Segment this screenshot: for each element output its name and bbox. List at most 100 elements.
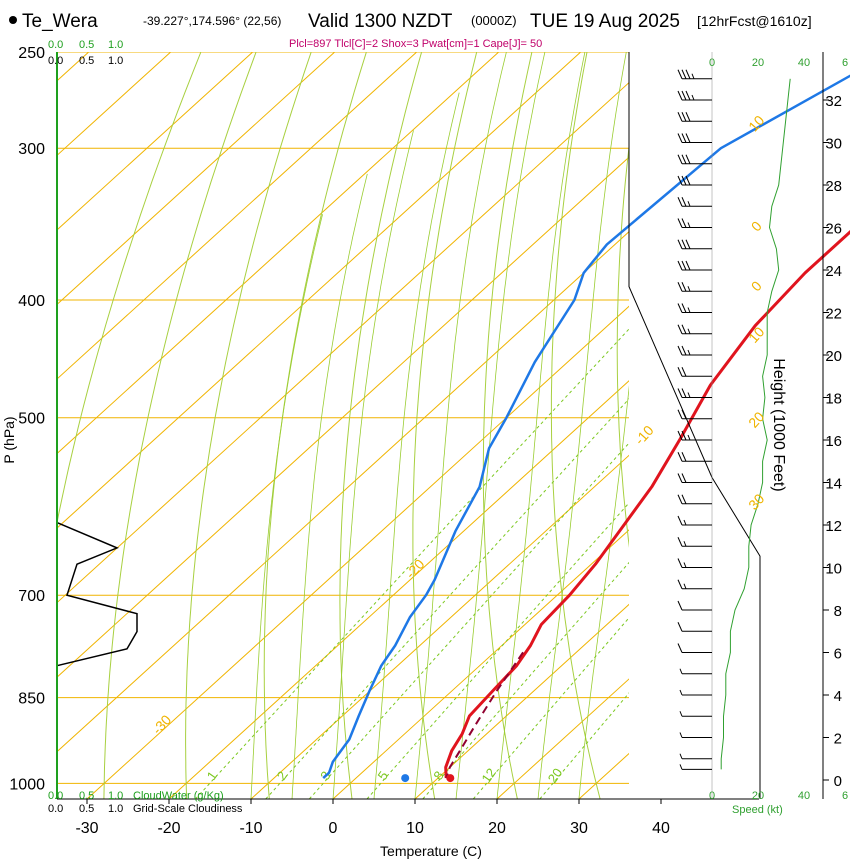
mixing-ratio-label: 20 <box>545 765 566 785</box>
pressure-tick-label: 250 <box>18 45 45 62</box>
wind-barb-flag <box>681 409 687 419</box>
wind-barb-flag <box>681 154 687 164</box>
isotherm-label: -20 <box>402 556 428 582</box>
height-tick-label: 30 <box>825 136 842 153</box>
dry-adiabat <box>550 52 601 799</box>
dry-adiabat <box>803 52 850 799</box>
wind-barb-flag <box>677 473 683 483</box>
wind-barb-half <box>679 764 683 770</box>
wind-barb <box>677 90 712 101</box>
wind-barb-flag <box>681 303 687 313</box>
wind-barb <box>679 668 712 675</box>
wind-barb-flag <box>677 90 683 101</box>
height-tick-label: 26 <box>825 221 842 238</box>
height-tick-label: 12 <box>825 518 842 535</box>
isotherm-line <box>496 678 629 799</box>
speed-tick-top-3: 6 <box>842 57 848 69</box>
wind-barb-half <box>683 519 687 526</box>
wind-barb-flag <box>685 133 691 143</box>
speed-tick-top-2: 40 <box>798 57 810 69</box>
wind-barb <box>677 537 712 547</box>
cw-tick-top-0: 0.0 <box>48 39 63 51</box>
moist-adiabat <box>537 52 627 799</box>
wind-barb-flag <box>681 494 687 504</box>
wind-barb <box>677 643 712 653</box>
plot-frame <box>57 52 629 799</box>
wind-barb <box>679 689 712 696</box>
pressure-tick-label: 400 <box>18 293 45 310</box>
wind-barb <box>677 473 712 483</box>
wind-barb <box>677 622 712 632</box>
wind-barb-flag <box>681 133 687 143</box>
wind-barb <box>677 218 712 228</box>
wind-barb-half <box>691 73 695 79</box>
wind-barb <box>677 452 712 462</box>
temperature-tick-label: 0 <box>329 820 338 837</box>
wind-barb <box>677 324 712 335</box>
mixing-ratio-line <box>366 502 629 799</box>
pressure-tick-label: 300 <box>18 141 45 158</box>
wind-barb-flag <box>677 515 683 526</box>
speed-tick-bottom-2: 40 <box>798 790 810 802</box>
wind-barb-flag <box>681 260 687 271</box>
wind-barb-flag <box>681 197 687 207</box>
temperature-tick-label: -20 <box>157 820 180 837</box>
wind-barb <box>677 133 712 143</box>
station-coords: -39.227°,174.596° (22,56) <box>143 14 281 28</box>
temperature-tick-label: 30 <box>570 820 588 837</box>
wind-barb-half <box>687 307 691 313</box>
wind-barb-flag <box>677 112 683 122</box>
wind-barb <box>677 154 712 165</box>
valid-time: Valid 1300 NZDT <box>308 11 453 32</box>
mixing-ratio-label: 12 <box>478 765 499 785</box>
wind-barb-half <box>687 286 691 292</box>
height-tick-label: 10 <box>825 561 842 578</box>
wind-barb <box>677 515 712 526</box>
cloudiness-profile <box>56 521 138 667</box>
mixing-ratio-line <box>195 328 629 799</box>
height-tick-label: 22 <box>825 306 842 323</box>
wind-barb <box>677 558 712 568</box>
height-tick-label: 0 <box>834 773 842 790</box>
isotherm-line <box>250 454 629 799</box>
cw-tick-bottom-2: 1.0 <box>108 790 123 802</box>
wind-barb <box>677 367 712 377</box>
wind-speed-curve <box>720 78 791 770</box>
cloudiness-label: Grid-Scale Cloudiness <box>133 803 243 815</box>
temperature-tick-label: -30 <box>75 820 98 837</box>
speed-tick-bottom-1: 20 <box>752 790 764 802</box>
wind-barb <box>677 388 712 398</box>
moist-adiabat <box>332 130 414 799</box>
isotherm-line <box>57 52 336 306</box>
wind-barb-half <box>679 668 683 674</box>
wind-barb-flag <box>677 260 683 271</box>
wind-barb-flag <box>677 218 683 228</box>
wind-barb-flag <box>677 282 683 292</box>
wind-barb-flag <box>685 90 691 101</box>
height-tick-label: 32 <box>825 93 842 110</box>
wind-barb <box>677 260 712 271</box>
dry-adiabat <box>616 143 629 548</box>
cloud-tick-bottom-0: 0.0 <box>48 803 63 815</box>
wind-barb-flag <box>685 154 691 164</box>
wind-barb-half <box>679 689 683 696</box>
wind-barb-flag <box>677 175 683 186</box>
wind-barb-half <box>691 94 695 101</box>
wind-barb <box>679 732 712 738</box>
wind-barb-flag <box>677 239 683 249</box>
wind-barb-half <box>683 541 687 547</box>
isotherm-label: 0 <box>748 218 765 235</box>
wind-barb-half <box>679 732 683 738</box>
dry-adiabat <box>263 52 367 799</box>
cloud-tick-bottom-1: 0.5 <box>79 803 94 815</box>
wind-barb-flag <box>685 260 691 271</box>
height-tick-label: 28 <box>825 178 842 195</box>
wind-barb <box>677 494 712 505</box>
moist-adiabat <box>496 52 586 799</box>
cw-tick-top-2: 1.0 <box>108 39 123 51</box>
wind-barb <box>677 175 712 186</box>
profile-series <box>56 74 850 783</box>
wind-barb <box>677 239 712 250</box>
isotherm-line <box>57 231 629 753</box>
wind-barb-half <box>683 562 687 568</box>
